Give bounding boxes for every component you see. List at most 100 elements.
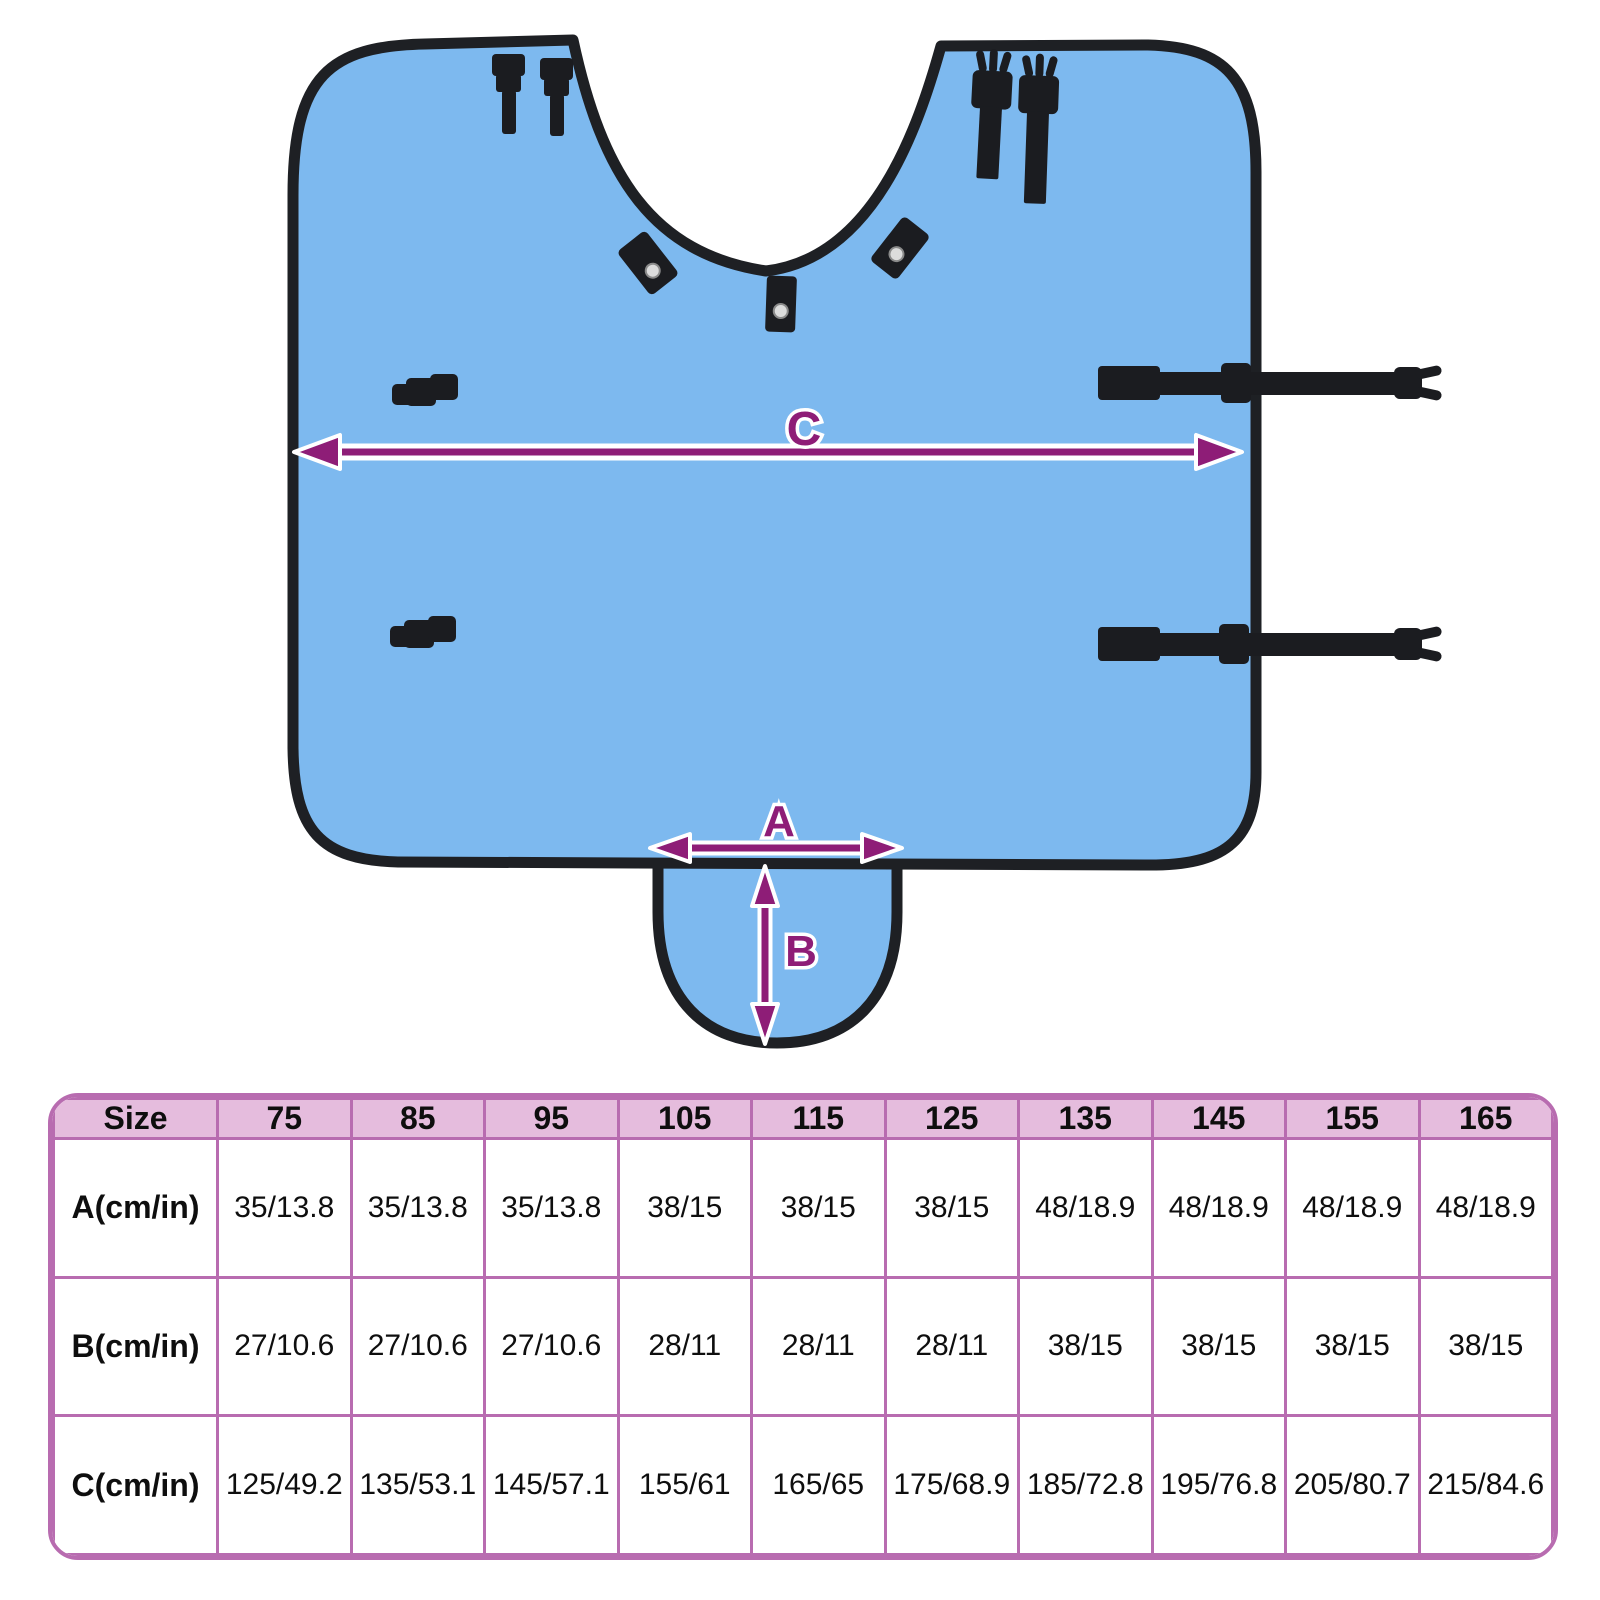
dimension-arrow-b bbox=[750, 864, 780, 1046]
table-cell: 38/15 bbox=[1150, 1275, 1287, 1418]
table-cell: 205/80.7 bbox=[1284, 1414, 1421, 1556]
strap-buckle-icon-right-1 bbox=[1098, 363, 1442, 403]
table-cell: 155/61 bbox=[616, 1414, 753, 1556]
buckle-prong bbox=[999, 51, 1012, 74]
clip-buckle-icon-left-1 bbox=[392, 374, 458, 406]
strap-adjuster bbox=[1219, 624, 1249, 664]
table-cell: 48/18.9 bbox=[1417, 1137, 1554, 1279]
buckle-prong bbox=[1415, 387, 1442, 401]
buckle-strap bbox=[502, 90, 516, 134]
table-cell: 35/13.8 bbox=[349, 1137, 486, 1279]
dimension-label-a: A bbox=[763, 797, 795, 846]
table-cell: 195/76.8 bbox=[1150, 1414, 1287, 1556]
dimension-label-b: B bbox=[785, 927, 817, 976]
table-header-cell: 165 bbox=[1417, 1097, 1554, 1140]
table-cell: 35/13.8 bbox=[483, 1137, 620, 1279]
clip-buckle-icon-left-2 bbox=[390, 616, 456, 648]
buckle-strap-icon-top-right-2 bbox=[1018, 53, 1060, 204]
table-row-a: A(cm/in) 35/13.8 35/13.8 35/13.8 38/15 3… bbox=[52, 1137, 1554, 1279]
buckle-prong bbox=[1415, 365, 1442, 379]
table-cell: 125/49.2 bbox=[216, 1414, 353, 1556]
table-cell: 38/15 bbox=[1417, 1275, 1554, 1418]
table-row-c: C(cm/in) 125/49.2 135/53.1 145/57.1 155/… bbox=[52, 1414, 1554, 1556]
buckle-prong bbox=[1415, 626, 1442, 640]
webbing-strap bbox=[976, 106, 1002, 180]
snap-button-icon bbox=[644, 262, 661, 279]
table-cell: 38/15 bbox=[1017, 1275, 1154, 1418]
table-header-cell: 105 bbox=[616, 1097, 753, 1140]
table-cell: 27/10.6 bbox=[349, 1275, 486, 1418]
table-cell: 215/84.6 bbox=[1417, 1414, 1554, 1556]
buckle-strap-icon-top-right-1 bbox=[971, 48, 1013, 180]
buckle-head bbox=[1394, 367, 1422, 399]
table-row-b: B(cm/in) 27/10.6 27/10.6 27/10.6 28/11 2… bbox=[52, 1275, 1554, 1418]
buckle-head bbox=[1018, 75, 1060, 115]
table-cell: 48/18.9 bbox=[1150, 1137, 1287, 1279]
buckle-bar bbox=[496, 74, 521, 92]
table-header-cell: 155 bbox=[1284, 1097, 1421, 1140]
table-cell: 38/15 bbox=[883, 1137, 1020, 1279]
table-cell: 28/11 bbox=[750, 1275, 887, 1418]
buckle-prong bbox=[1045, 56, 1058, 78]
buckle-head bbox=[540, 58, 573, 80]
table-header-row: Size 75 85 95 105 115 125 135 145 155 16… bbox=[52, 1097, 1554, 1140]
row-label: A(cm/in) bbox=[52, 1137, 219, 1279]
table-header-cell: 85 bbox=[349, 1097, 486, 1140]
table-cell: 165/65 bbox=[750, 1414, 887, 1556]
snap-tab-icon-right bbox=[871, 217, 929, 279]
table-header-cell: 95 bbox=[483, 1097, 620, 1140]
dimension-label-c: C bbox=[787, 403, 822, 456]
table-cell: 35/13.8 bbox=[216, 1137, 353, 1279]
buckle-head bbox=[492, 54, 525, 76]
table-cell: 48/18.9 bbox=[1017, 1137, 1154, 1279]
table-cell: 38/15 bbox=[616, 1137, 753, 1279]
clip-body bbox=[406, 378, 436, 406]
table-cell: 175/68.9 bbox=[883, 1414, 1020, 1556]
arrow-head-right bbox=[860, 832, 904, 864]
snap-tab-icon-center bbox=[765, 275, 797, 333]
clip-tail bbox=[428, 616, 456, 642]
row-label: B(cm/in) bbox=[52, 1275, 219, 1418]
ladder-buckle-icon-top-left-2 bbox=[540, 58, 573, 136]
buckle-strap bbox=[550, 94, 564, 136]
table-cell: 27/10.6 bbox=[216, 1275, 353, 1418]
dimension-arrow-c bbox=[292, 433, 1244, 471]
table-header-cell: 115 bbox=[750, 1097, 887, 1140]
strap-buckle-icon-right-2 bbox=[1098, 624, 1442, 664]
buckle-prong bbox=[989, 48, 998, 73]
ladder-buckle-icon-top-left-1 bbox=[492, 54, 525, 134]
table-cell: 48/18.9 bbox=[1284, 1137, 1421, 1279]
snap-button-icon bbox=[888, 246, 905, 263]
strap-adjuster bbox=[1221, 363, 1251, 403]
arrow-head-bottom bbox=[750, 1002, 780, 1046]
table-header-cell: 75 bbox=[216, 1097, 353, 1140]
size-table: Size 75 85 95 105 115 125 135 145 155 16… bbox=[48, 1093, 1558, 1560]
table-header-cell-size: Size bbox=[52, 1097, 219, 1140]
table-cell: 28/11 bbox=[616, 1275, 753, 1418]
row-label: C(cm/in) bbox=[52, 1414, 219, 1556]
webbing-strap bbox=[1023, 111, 1049, 204]
arrow-head-left bbox=[292, 433, 342, 471]
table-cell: 28/11 bbox=[883, 1275, 1020, 1418]
snap-button-icon bbox=[772, 302, 789, 319]
snap-tab bbox=[618, 231, 678, 295]
arrow-head-right bbox=[1194, 433, 1244, 471]
tail-flap bbox=[652, 852, 903, 1049]
table-cell: 145/57.1 bbox=[483, 1414, 620, 1556]
size-table-grid: Size 75 85 95 105 115 125 135 145 155 16… bbox=[52, 1097, 1554, 1556]
buckle-bar bbox=[544, 78, 569, 96]
dimension-arrow-a bbox=[648, 832, 904, 864]
clip-tail bbox=[430, 374, 458, 400]
buckle-head bbox=[1394, 628, 1422, 660]
arrow-head-top bbox=[750, 864, 780, 908]
table-cell: 135/53.1 bbox=[349, 1414, 486, 1556]
table-cell: 27/10.6 bbox=[483, 1275, 620, 1418]
table-header-cell: 125 bbox=[883, 1097, 1020, 1140]
buckle-prong bbox=[1022, 55, 1034, 78]
buckle-prong bbox=[1035, 53, 1044, 78]
table-cell: 38/15 bbox=[1284, 1275, 1421, 1418]
table-header-cell: 135 bbox=[1017, 1097, 1154, 1140]
arrow-head-left bbox=[648, 832, 692, 864]
snap-tab-icon-left bbox=[618, 231, 678, 295]
